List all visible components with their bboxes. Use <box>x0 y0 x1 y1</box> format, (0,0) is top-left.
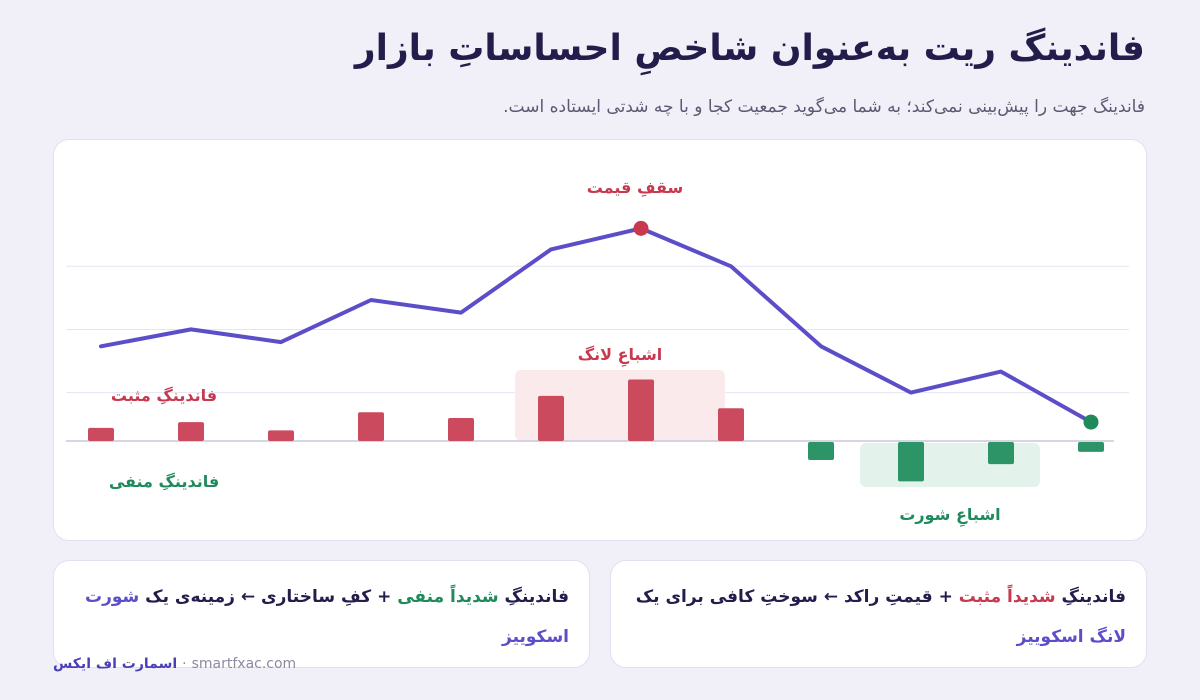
funding-bar-9 <box>808 442 834 461</box>
funding-bar-10 <box>898 442 924 482</box>
long-saturation-zone <box>515 370 725 441</box>
funding-bar-12 <box>1078 442 1104 452</box>
funding-bar-3 <box>268 430 294 441</box>
positive-funding-label: فاندینگِ مثبت <box>111 386 217 405</box>
page-subtitle: فاندینگ جهت را پیش‌بینی نمی‌کند؛ به شما … <box>503 97 1145 117</box>
funding-bar-1 <box>88 427 114 441</box>
funding-bar-4 <box>358 412 384 441</box>
price-line <box>99 226 1093 425</box>
funding-bar-2 <box>178 422 204 441</box>
price-end-marker <box>1083 414 1099 430</box>
separator-dot: · <box>182 656 187 672</box>
note-text: + کفِ ساختاری ← زمینه‌ی یک <box>139 587 398 607</box>
note-highlight-strong-negative: شدیداً منفی <box>397 587 499 607</box>
funding-sentiment-chart: سقفِ قیمت اشباعِ لانگ فاندینگِ مثبت فاند… <box>66 178 1129 528</box>
funding-bar-6 <box>538 395 564 441</box>
funding-bar-8 <box>718 408 744 441</box>
short-saturation-label: اشباعِ شورت <box>899 505 1000 528</box>
brand-name: اسمارت اف ایکس <box>53 656 178 672</box>
chart-card: سقفِ قیمت اشباعِ لانگ فاندینگِ مثبت فاند… <box>53 139 1147 541</box>
funding-bars <box>88 379 1104 482</box>
long-squeeze-note: فاندینگِ شدیداً مثبت + قیمتِ راکد ← سوخت… <box>610 560 1147 668</box>
long-saturation-label: اشباعِ لانگ <box>578 345 663 368</box>
negative-funding-label: فاندینگِ منفی <box>109 472 219 491</box>
note-highlight-short-squeeze: شورت اسکوییز <box>85 587 569 647</box>
footer: اسمارت اف ایکس · smartfxac.com <box>53 656 296 672</box>
note-highlight-long-squeeze: لانگ اسکوییز <box>1016 627 1126 647</box>
price-top-label: سقفِ قیمت <box>587 178 684 198</box>
price-top-marker <box>633 220 649 236</box>
note-text: فاندینگِ <box>1055 587 1126 607</box>
funding-bar-11 <box>988 442 1014 465</box>
note-text: فاندینگِ <box>498 587 569 607</box>
note-highlight-strong-positive: شدیداً مثبت <box>958 587 1056 607</box>
page-title: فاندینگ ریت به‌عنوان شاخصِ احساساتِ بازا… <box>354 28 1145 69</box>
note-text: + قیمتِ راکد ← سوختِ کافی برای یک <box>635 587 959 607</box>
funding-bar-7 <box>628 379 654 441</box>
site-link[interactable]: smartfxac.com <box>191 656 297 672</box>
funding-bar-5 <box>448 418 474 441</box>
short-squeeze-note: فاندینگِ شدیداً منفی + کفِ ساختاری ← زمی… <box>53 560 590 668</box>
